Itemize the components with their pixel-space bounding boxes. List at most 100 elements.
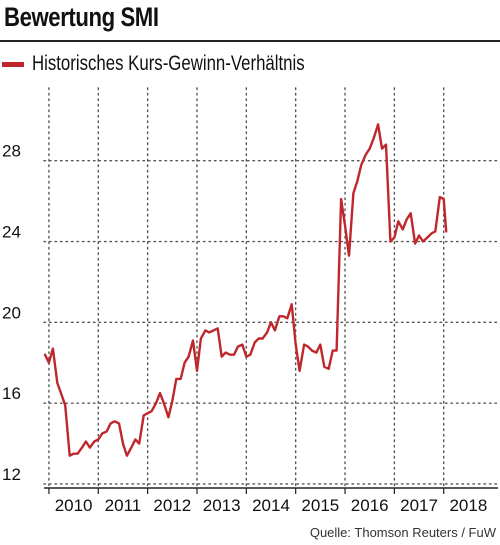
y-tick-label: 16	[2, 384, 21, 403]
title-divider	[0, 40, 500, 42]
data-point	[155, 402, 157, 404]
data-point	[89, 446, 91, 448]
data-point	[406, 218, 408, 220]
data-point	[101, 432, 103, 434]
data-point	[332, 349, 334, 351]
series-layer	[43, 123, 448, 457]
data-point	[426, 236, 428, 238]
data-point	[138, 442, 140, 444]
data-point	[76, 453, 78, 455]
y-tick-label: 12	[2, 465, 21, 484]
y-tick-label: 28	[2, 142, 21, 161]
data-point	[93, 440, 95, 442]
data-point	[44, 354, 46, 356]
data-point	[167, 416, 169, 418]
legend: Historisches Kurs-Gewinn-Verhältnis	[2, 52, 373, 76]
data-point	[303, 343, 305, 345]
x-tick-label: 2018	[449, 496, 487, 515]
data-point	[81, 446, 83, 448]
data-point	[274, 329, 276, 331]
y-tick-label: 24	[2, 223, 21, 242]
data-point	[183, 362, 185, 364]
x-axis-ticks: 2010 2011 2012 2013 2014 2015 2016 2017 2018	[48, 488, 487, 515]
data-point	[221, 356, 223, 358]
data-point	[171, 400, 173, 402]
data-point	[418, 234, 420, 236]
data-point	[430, 232, 432, 234]
source-note: Quelle: Thomson Reuters / FuW	[309, 525, 496, 540]
x-tick-label: 2010	[55, 496, 93, 515]
data-point	[311, 349, 313, 351]
data-point	[192, 339, 194, 341]
data-point	[143, 414, 145, 416]
data-point	[118, 422, 120, 424]
data-point	[64, 404, 66, 406]
data-point	[258, 337, 260, 339]
data-point	[295, 343, 297, 345]
x-tick-label: 2014	[252, 496, 290, 515]
series-line-kgv	[43, 123, 448, 457]
data-point	[261, 337, 263, 339]
x-tick-label: 2016	[351, 496, 389, 515]
data-point	[52, 347, 54, 349]
x-tick-label: 2012	[153, 496, 191, 515]
data-point	[187, 356, 189, 358]
data-point	[377, 123, 379, 125]
data-point	[254, 341, 256, 343]
grid	[43, 87, 499, 489]
data-point	[175, 378, 177, 380]
data-point	[150, 410, 152, 412]
data-point	[106, 430, 108, 432]
data-point	[443, 198, 445, 200]
x-tick-label: 2013	[203, 496, 241, 515]
data-point	[72, 453, 74, 455]
data-point	[282, 315, 284, 317]
data-point	[237, 345, 239, 347]
data-point	[146, 412, 148, 414]
data-point	[69, 455, 71, 457]
data-point	[298, 370, 300, 372]
x-tick-label: 2017	[400, 496, 438, 515]
data-point	[249, 354, 251, 356]
data-point	[315, 351, 317, 353]
data-point	[352, 192, 354, 194]
data-point	[319, 343, 321, 345]
data-point	[344, 224, 346, 226]
data-point	[402, 228, 404, 230]
data-point	[204, 329, 206, 331]
data-point	[323, 366, 325, 368]
data-point	[130, 446, 132, 448]
data-point	[422, 240, 424, 242]
data-point	[270, 321, 272, 323]
data-point	[385, 143, 387, 145]
data-point	[434, 230, 436, 232]
data-point	[233, 354, 235, 356]
data-point	[126, 455, 128, 457]
data-point	[356, 180, 358, 182]
data-point	[445, 230, 447, 232]
data-point	[360, 164, 362, 166]
data-point	[200, 337, 202, 339]
data-point	[208, 331, 210, 333]
data-point	[122, 442, 124, 444]
legend-label: Historisches Kurs-Gewinn-Verhältnis	[32, 52, 305, 75]
data-point	[381, 147, 383, 149]
data-point	[389, 240, 391, 242]
data-point	[56, 382, 58, 384]
y-axis-ticks: 12 16 20 24 28	[2, 142, 21, 484]
data-point	[365, 154, 367, 156]
data-point	[439, 196, 441, 198]
data-point	[196, 370, 198, 372]
data-point	[224, 351, 226, 353]
data-point	[163, 402, 165, 404]
data-point	[109, 422, 111, 424]
x-tick-label: 2011	[105, 496, 142, 515]
data-point	[97, 438, 99, 440]
data-point	[85, 440, 87, 442]
data-point	[410, 212, 412, 214]
data-point	[307, 345, 309, 347]
data-point	[48, 362, 50, 364]
data-point	[291, 303, 293, 305]
data-point	[397, 220, 399, 222]
